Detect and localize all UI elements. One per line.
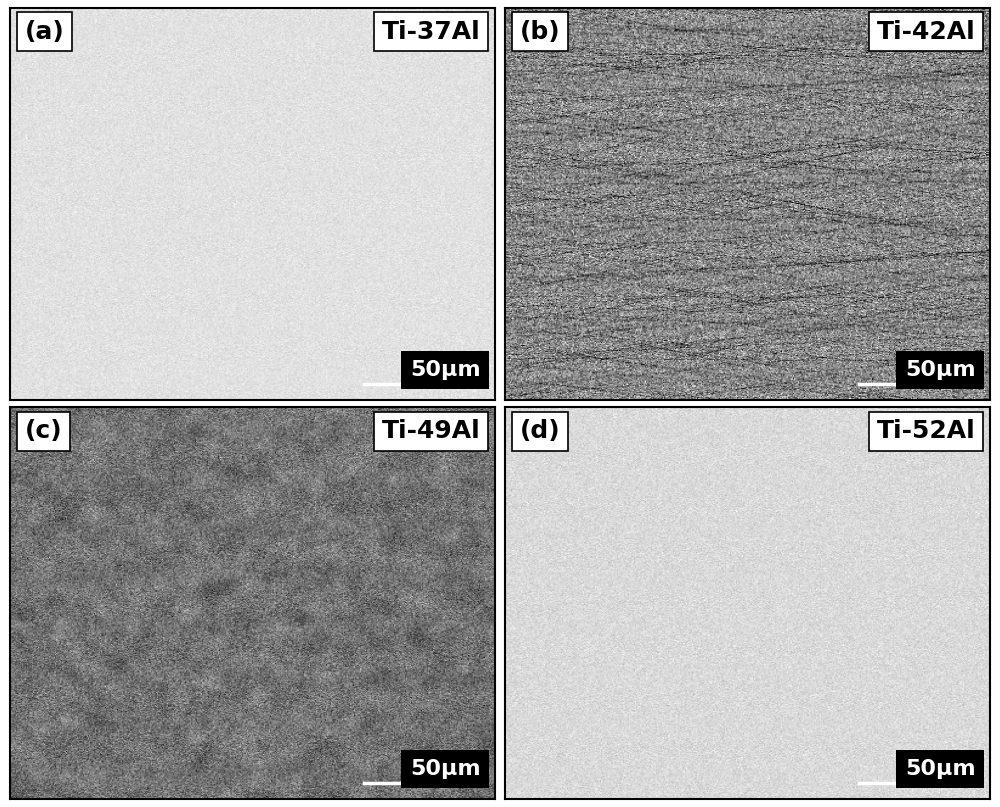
Text: 50μm: 50μm: [410, 759, 481, 780]
Text: 50μm: 50μm: [410, 360, 481, 380]
Text: (c): (c): [25, 419, 62, 443]
Text: Ti-49Al: Ti-49Al: [382, 419, 481, 443]
Text: 50μm: 50μm: [905, 759, 975, 780]
Text: (d): (d): [519, 419, 560, 443]
Text: (a): (a): [25, 20, 64, 44]
Text: Ti-42Al: Ti-42Al: [877, 20, 975, 44]
Text: Ti-37Al: Ti-37Al: [382, 20, 481, 44]
Text: Ti-52Al: Ti-52Al: [877, 419, 975, 443]
Text: 50μm: 50μm: [905, 360, 975, 380]
Text: (b): (b): [519, 20, 560, 44]
